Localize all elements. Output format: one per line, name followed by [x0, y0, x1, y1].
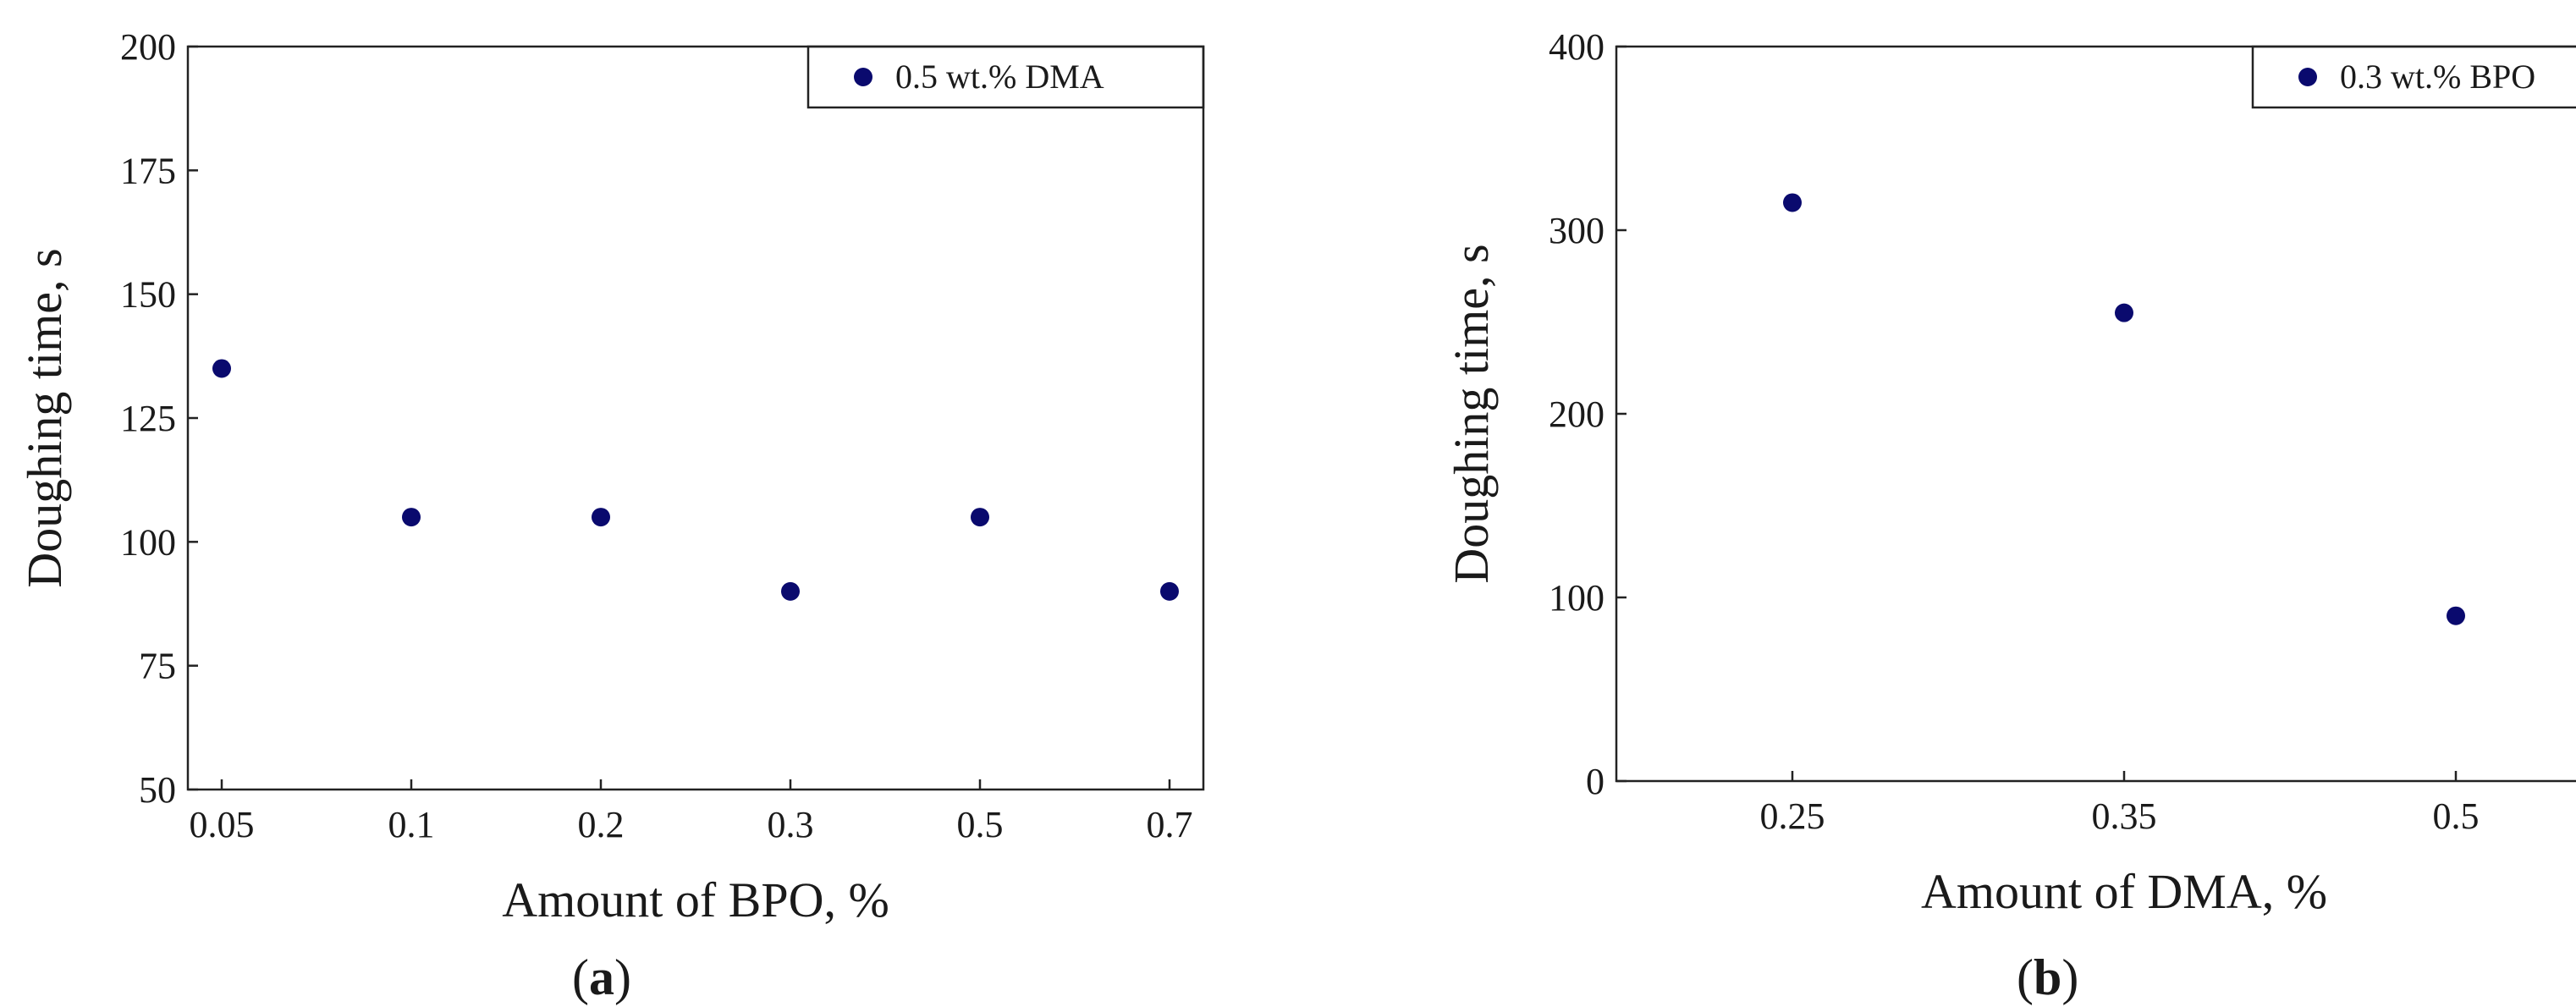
y-tick-label: 200	[120, 26, 176, 68]
data-point	[781, 581, 800, 601]
x-tick-label: 0.25	[1760, 795, 1825, 837]
series-a	[212, 359, 1179, 601]
y-tick-label: 400	[1549, 26, 1604, 68]
data-point	[2447, 606, 2465, 625]
legend-marker-b	[2298, 68, 2317, 86]
y-tick-label: 150	[120, 274, 176, 316]
data-point	[1160, 581, 1179, 601]
x-tick-label: 0.3	[768, 804, 814, 845]
panel-label-a: (a)	[572, 949, 631, 1005]
x-tick-label: 0.2	[578, 804, 625, 845]
data-point	[2115, 303, 2133, 322]
x-tick-label: 0.1	[388, 804, 435, 845]
series-b	[1783, 193, 2465, 625]
y-tick-label: 175	[120, 150, 176, 191]
panel-b: 0 100 200 300 400 0.25 0.35 0.5 0.3 wt.% BPO A…	[1444, 26, 2576, 1005]
x-tick-label: 0.5	[2433, 795, 2480, 837]
x-tick-label: 0.05	[190, 804, 255, 845]
x-tick-label: 0.7	[1147, 804, 1193, 845]
data-point	[971, 508, 989, 527]
data-point	[592, 508, 610, 527]
legend-marker-a	[854, 68, 872, 86]
y-tick-label: 200	[1549, 393, 1604, 435]
legend-label-a: 0.5 wt.% DMA	[895, 58, 1104, 96]
legend-label-b: 0.3 wt.% BPO	[2340, 58, 2535, 96]
legend-a: 0.5 wt.% DMA	[806, 45, 1205, 109]
plot-frame-a	[186, 45, 1205, 791]
x-axis-title-a: Amount of BPO, %	[502, 872, 889, 927]
y-axis-a: 50 75 100 125 150 175 200	[120, 26, 198, 811]
y-tick-label: 300	[1549, 210, 1604, 251]
x-tick-label: 0.5	[957, 804, 1004, 845]
y-axis-b: 0 100 200 300 400	[1549, 26, 1627, 802]
x-axis-title-b: Amount of DMA, %	[1921, 864, 2327, 919]
data-point	[1783, 193, 1802, 212]
x-axis-a: 0.05 0.1 0.2 0.3 0.5 0.7	[190, 779, 1193, 845]
legend-box-b	[2251, 45, 2576, 109]
x-tick-label: 0.35	[2092, 795, 2157, 837]
legend-b: 0.3 wt.% BPO	[2251, 45, 2576, 109]
x-axis-b: 0.25 0.35 0.5	[1760, 771, 2480, 837]
plot-frame-b	[1615, 45, 2576, 783]
y-tick-label: 100	[120, 521, 176, 563]
y-tick-label: 100	[1549, 577, 1604, 619]
y-axis-title-a: Doughing time, s	[17, 248, 72, 587]
data-point	[402, 508, 421, 527]
y-axis-title-b: Doughing time, s	[1444, 244, 1499, 583]
legend-box-a	[806, 45, 1205, 109]
y-tick-label: 125	[120, 398, 176, 439]
y-tick-label: 50	[139, 769, 176, 811]
data-point	[212, 359, 231, 378]
panel-label-b: (b)	[2017, 949, 2078, 1005]
y-tick-label: 75	[139, 646, 176, 687]
y-tick-label: 0	[1586, 761, 1604, 802]
